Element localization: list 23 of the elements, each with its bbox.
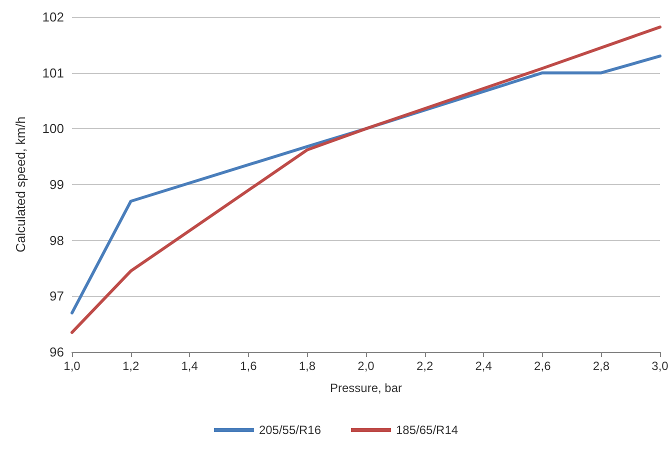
y-tick-label: 101 (42, 65, 64, 80)
legend-label: 185/65/R14 (396, 423, 458, 437)
x-tick-label: 2,0 (358, 359, 375, 373)
legend-label: 205/55/R16 (258, 423, 322, 437)
x-tick-label: 2,4 (475, 359, 492, 373)
y-tick-label: 96 (50, 344, 64, 360)
y-axis-title: Calculated speed, km/h (13, 116, 28, 252)
x-tick-label: 2,8 (592, 359, 610, 373)
x-tick-label: 3,0 (652, 359, 669, 373)
x-tick-label: 1,2 (122, 359, 140, 373)
y-tick-label: 99 (50, 177, 64, 192)
y-tick-label: 100 (42, 121, 64, 136)
x-tick-label: 2,2 (416, 359, 434, 373)
x-tick-label: 1,6 (240, 359, 258, 373)
x-tick-label: 1,0 (64, 359, 81, 373)
x-axis-title: Pressure, bar (330, 381, 402, 395)
x-tick-label: 2,6 (534, 359, 552, 373)
y-tick-label: 98 (50, 232, 64, 248)
y-tick-label: 97 (50, 288, 64, 304)
line-series (70, 26, 662, 334)
y-tick-label: 102 (42, 10, 64, 24)
x-tick-label: 1,4 (181, 359, 198, 373)
x-tick-label: 1,8 (298, 359, 316, 373)
